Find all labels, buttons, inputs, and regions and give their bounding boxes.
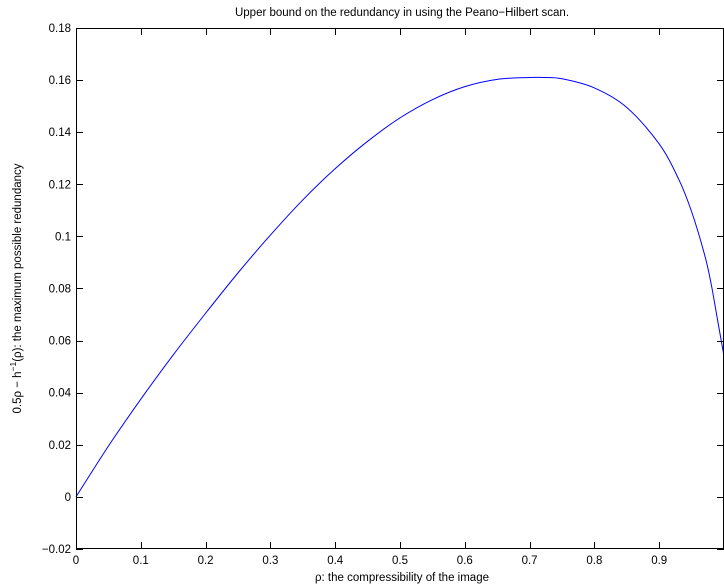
x-tick-label: 0.2 (198, 555, 214, 567)
y-axis: −0.02 0 0.02 0.04 0.06 0.08 0.1 0.12 0.14 0.16 0.1… (42, 23, 724, 556)
x-tick-label: 0.8 (586, 555, 602, 567)
y-tick-label: 0.02 (49, 440, 71, 452)
x-tick-label: 0.7 (522, 555, 538, 567)
y-axis-label-suffix: (ρ): the maximum possible redundancy (12, 163, 24, 362)
y-tick-label: 0.1 (55, 231, 71, 243)
y-tick-label: 0.14 (49, 127, 72, 139)
x-tick-label: 0.6 (457, 555, 473, 567)
y-axis-label-sup: −1 (8, 362, 18, 372)
series-line (75, 76, 724, 498)
plot-area (76, 28, 724, 549)
x-tick-label: 0 (73, 555, 79, 567)
x-tick-label: 0.9 (651, 555, 667, 567)
y-tick-label: 0.06 (49, 336, 71, 348)
y-axis-label-prefix: 0.5ρ − h (12, 371, 24, 413)
y-tick-label: 0.18 (49, 23, 71, 35)
x-tick-label: 0.4 (327, 555, 344, 567)
x-axis: 0 0.1 0.2 0.3 0.4 0.5 0.6 0.7 0.8 0.9 (73, 28, 667, 567)
x-axis-label: ρ: the compressibility of the image (315, 572, 489, 584)
y-tick-label: 0.12 (49, 179, 71, 191)
x-tick-label: 0.3 (262, 555, 278, 567)
chart-title: Upper bound on the redundancy in using t… (235, 7, 569, 19)
y-axis-label: 0.5ρ − h−1(ρ): the maximum possible redu… (8, 163, 24, 413)
x-tick-label: 0.5 (392, 555, 408, 567)
y-tick-label: 0.04 (49, 388, 72, 400)
y-tick-label: 0 (65, 492, 71, 504)
x-tick-label: 0.1 (133, 555, 149, 567)
y-tick-label: −0.02 (42, 544, 71, 556)
y-tick-label: 0.16 (49, 75, 71, 87)
y-tick-label: 0.08 (49, 284, 71, 296)
